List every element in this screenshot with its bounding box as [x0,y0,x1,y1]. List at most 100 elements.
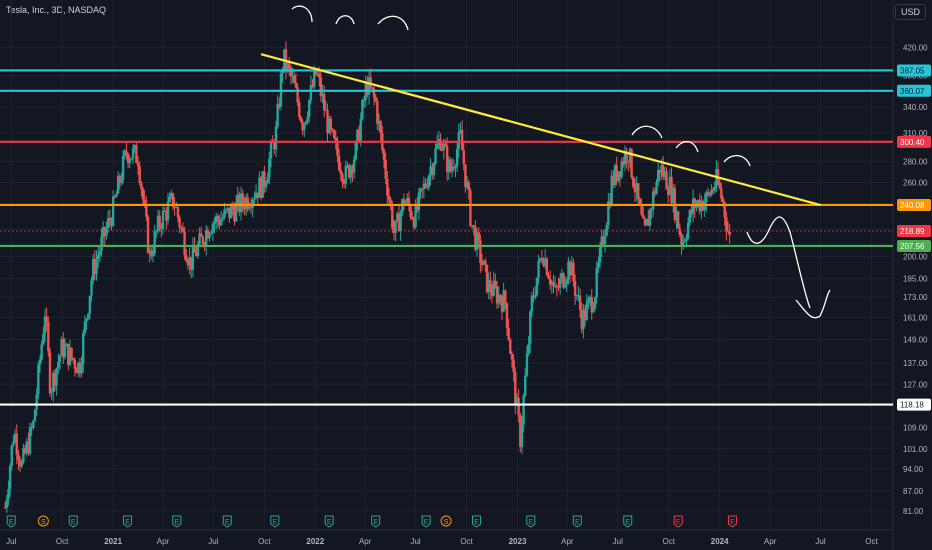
candle-body [306,117,309,122]
event-marker-label: S [41,519,46,526]
time-tick-label: Oct [460,537,473,546]
candle-body [725,216,728,231]
candle-body [42,333,45,345]
candle-body [598,247,602,263]
candle-body [246,197,249,209]
price-tick-label: 185.00 [903,274,928,283]
candle-body [688,209,691,223]
candle-body [396,213,399,221]
candle-body [224,209,228,211]
candle-body [696,200,700,205]
candle-body [126,153,130,164]
price-label-text: 360.07 [900,87,925,96]
candle-body [214,216,218,223]
annotation-arc [723,155,751,167]
candle-body [349,166,352,178]
candle-body [645,219,648,226]
candle-body [65,343,68,347]
candle-body [90,280,93,296]
event-marker-label: S [444,519,449,526]
candle-body [170,193,173,197]
price-tick-label: 280.00 [903,158,928,167]
trendline [260,53,821,207]
candle-body [206,230,210,239]
candle-body [434,148,437,164]
candle-body [77,362,80,374]
candle-body [612,175,615,186]
candle-body [67,343,70,365]
event-marker-label: E [174,519,179,526]
candle-body [115,193,118,198]
candle-body [228,207,231,219]
candle-body [108,217,112,221]
candle-body [494,280,497,287]
candle-body [111,196,115,226]
candle-body [5,499,8,508]
candle-body [537,260,540,278]
earnings-event-marker [526,515,536,528]
candle-body [13,433,17,442]
candle-body [326,109,329,134]
candle-body [198,233,201,245]
candle-body [309,85,313,100]
candle-body [665,171,668,190]
candle-body [407,197,411,207]
price-tick-label: 87.00 [903,487,924,496]
candle-body [455,148,459,167]
candle-body [251,199,254,208]
candle-body [718,182,721,189]
candle-body [183,231,186,256]
price-label-tag [897,64,931,77]
candle-body [670,176,673,204]
candle-body [593,297,597,309]
candle-body [296,87,299,103]
time-tick-label: Oct [56,537,69,546]
candle-body [545,258,549,276]
candle-body [190,257,193,270]
candle-body [60,339,63,356]
event-marker-label: E [71,519,76,526]
price-label-tag [897,198,931,211]
price-label-text: 218.89 [900,227,925,236]
currency-badge[interactable]: USD [894,4,926,20]
candle-body [607,201,610,225]
candle-body [487,279,490,293]
price-tick-label: 109.00 [903,423,928,432]
candle-body [256,192,259,198]
candle-body [116,175,120,194]
candle-body [402,199,406,205]
annotation-arc [631,125,663,139]
candle-body [394,220,397,233]
candle-body [587,299,590,304]
candle-body [118,175,121,184]
candle-body [158,215,161,227]
candle-body [691,198,695,214]
candle-body [530,295,534,312]
candle-body [514,371,517,406]
time-tick-label: Oct [258,537,271,546]
candle-body [329,118,333,129]
candle-body [650,209,653,211]
candle-body [502,290,505,312]
candle-body [663,171,667,177]
candle-body [565,279,569,285]
candle-body [705,192,708,203]
candle-body [623,151,627,165]
candle-body [404,202,407,205]
candle-body [435,143,439,149]
candle-body [417,192,421,211]
candle-body [151,253,155,257]
candle-body [387,195,391,200]
price-tick-label: 260.00 [903,178,928,187]
candle-body [331,128,334,131]
candle-body [313,70,316,88]
candle-body [327,118,331,134]
candle-body [681,241,685,246]
candle-body [148,250,151,253]
candle-body [548,278,552,285]
candle-body [156,215,160,231]
candle-body [263,171,266,188]
price-tick-label: 200.00 [903,252,928,261]
candle-body [500,300,504,312]
